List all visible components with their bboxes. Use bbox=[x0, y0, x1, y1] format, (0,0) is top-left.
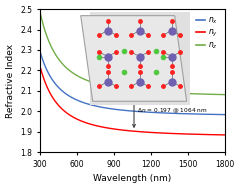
$n_y$ bbox=[57, 104, 60, 107]
Y-axis label: Refractive Index: Refractive Index bbox=[6, 44, 15, 118]
Legend: $n_x$, $n_y$, $n_z$: $n_x$, $n_y$, $n_z$ bbox=[192, 13, 221, 55]
$n_z$ bbox=[120, 88, 123, 90]
$n_y$ bbox=[120, 129, 123, 131]
$n_z$ bbox=[183, 92, 186, 94]
$n_x$ bbox=[165, 112, 168, 114]
$n_y$ bbox=[186, 133, 189, 135]
$n_x$ bbox=[57, 86, 60, 89]
$n_z$ bbox=[57, 58, 60, 60]
Line: $n_y$: $n_y$ bbox=[40, 65, 225, 135]
$n_x$ bbox=[120, 109, 123, 111]
$n_x$ bbox=[223, 113, 226, 116]
$n_x$ bbox=[183, 113, 186, 115]
X-axis label: Wavelength (nm): Wavelength (nm) bbox=[93, 174, 171, 184]
$n_z$ bbox=[113, 86, 116, 89]
$n_y$ bbox=[165, 132, 168, 134]
$n_z$ bbox=[223, 94, 226, 96]
$n_z$ bbox=[165, 91, 168, 94]
$n_y$ bbox=[113, 128, 116, 130]
$n_z$ bbox=[38, 9, 41, 12]
$n_z$ bbox=[186, 92, 189, 95]
Text: $\Delta n$ = 0.197 @ 1064 nm: $\Delta n$ = 0.197 @ 1064 nm bbox=[137, 106, 208, 115]
$n_x$ bbox=[186, 113, 189, 115]
$n_y$ bbox=[183, 133, 186, 135]
$n_x$ bbox=[38, 49, 41, 52]
Line: $n_z$: $n_z$ bbox=[40, 11, 225, 95]
$n_y$ bbox=[223, 134, 226, 136]
$n_x$ bbox=[113, 108, 116, 110]
$n_y$ bbox=[38, 64, 41, 67]
Line: $n_x$: $n_x$ bbox=[40, 50, 225, 115]
